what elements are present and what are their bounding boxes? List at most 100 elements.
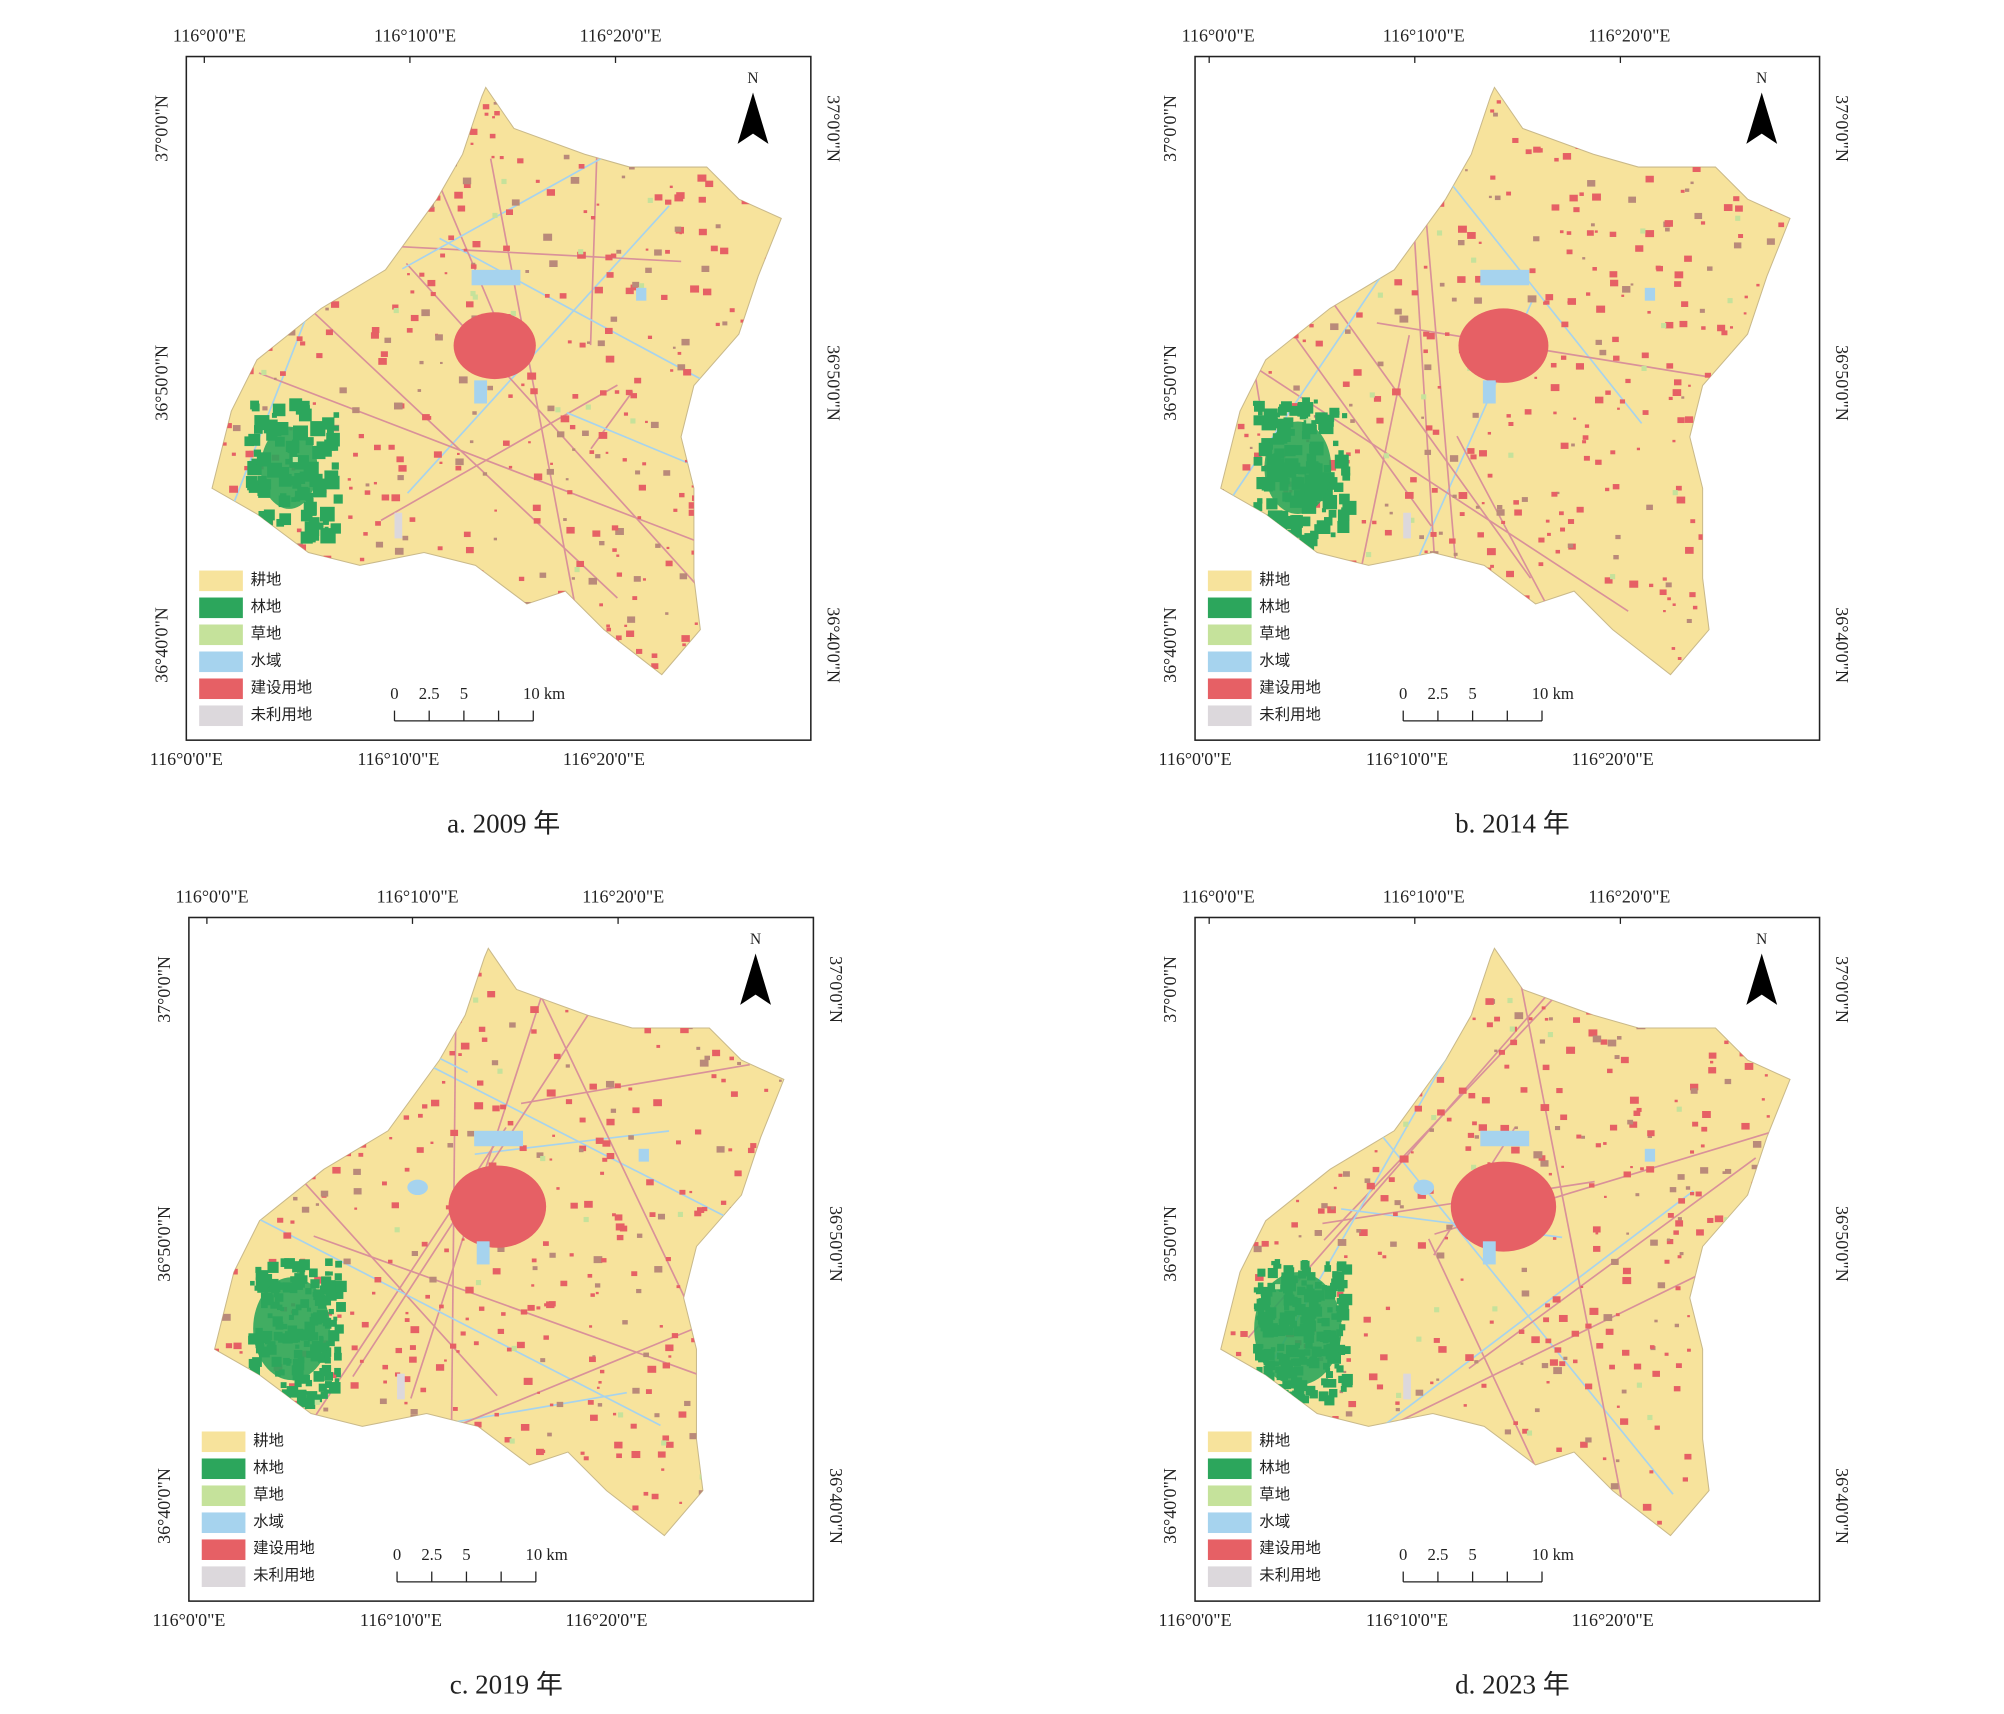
forest xyxy=(1313,399,1318,404)
region-farmland xyxy=(211,86,782,676)
legend-swatch xyxy=(1207,678,1252,700)
settlement xyxy=(1595,396,1604,404)
settlement xyxy=(715,224,721,229)
settlement xyxy=(384,337,392,343)
settlement xyxy=(605,254,613,261)
settlement xyxy=(587,1273,593,1278)
settlement xyxy=(631,1271,638,1277)
settlement xyxy=(610,316,618,322)
settlement xyxy=(298,544,307,551)
latitude-label-left: 37°0'0"N xyxy=(1160,956,1180,1023)
settlement xyxy=(330,301,340,308)
settlement xyxy=(465,301,474,308)
settlement xyxy=(1622,1267,1631,1275)
settlement xyxy=(1673,1230,1679,1235)
road xyxy=(405,262,727,618)
panel-caption: c. 2019 年 xyxy=(450,1669,563,1699)
settlement xyxy=(1525,149,1532,155)
settlement xyxy=(596,1386,600,1389)
settlement xyxy=(1622,1277,1632,1285)
settlement xyxy=(1675,1286,1681,1291)
settlement xyxy=(503,245,510,251)
settlement xyxy=(1389,511,1393,515)
settlement xyxy=(679,232,683,235)
settlement xyxy=(1616,1405,1620,1408)
settlement xyxy=(649,1212,656,1217)
forest xyxy=(324,1381,332,1389)
settlement xyxy=(482,472,488,476)
settlement xyxy=(1359,1229,1368,1237)
north-label: N xyxy=(750,931,761,948)
settlement xyxy=(1458,1087,1467,1094)
settlement xyxy=(1527,295,1537,303)
forest xyxy=(324,1297,330,1304)
settlement xyxy=(1708,1052,1717,1059)
settlement xyxy=(1388,1177,1395,1183)
scale-label: 5 xyxy=(1468,1545,1476,1564)
settlement xyxy=(638,484,646,491)
forest xyxy=(1309,1390,1318,1399)
settlement xyxy=(1296,1199,1300,1203)
forest xyxy=(1316,520,1331,534)
settlement xyxy=(662,1362,671,1369)
settlement xyxy=(1600,1039,1608,1045)
legend-swatch xyxy=(201,1566,246,1587)
settlement xyxy=(433,451,442,458)
settlement xyxy=(1621,1389,1627,1394)
settlement xyxy=(1467,448,1475,454)
settlement xyxy=(1546,1381,1550,1384)
settlement xyxy=(578,1148,584,1153)
settlement xyxy=(730,1091,738,1097)
scale-label: 2.5 xyxy=(421,1545,442,1564)
forest xyxy=(1333,482,1344,492)
settlement xyxy=(488,1162,497,1169)
settlement xyxy=(632,1505,639,1511)
settlement xyxy=(1533,146,1541,153)
settlement xyxy=(410,290,415,294)
settlement xyxy=(1625,378,1631,384)
settlement xyxy=(1249,446,1253,449)
settlement xyxy=(1556,1447,1562,1452)
latitude-label-right: 36°40'0"N xyxy=(1832,607,1852,683)
settlement xyxy=(689,1190,693,1194)
settlement xyxy=(1380,1354,1388,1361)
settlement xyxy=(1688,384,1691,387)
settlement xyxy=(1666,1238,1671,1242)
settlement xyxy=(1377,1251,1382,1255)
settlement xyxy=(1729,326,1734,329)
settlement xyxy=(644,1028,652,1034)
settlement xyxy=(1372,520,1377,525)
forest xyxy=(250,1280,255,1286)
forest xyxy=(257,1270,269,1281)
settlement xyxy=(1255,1274,1264,1281)
forest-core xyxy=(253,1277,331,1381)
settlement xyxy=(1733,196,1740,202)
settlement xyxy=(301,1206,310,1213)
settlement xyxy=(1494,1016,1501,1022)
settlement xyxy=(556,1187,560,1190)
forest xyxy=(1336,1261,1347,1271)
legend-label: 草地 xyxy=(251,624,282,642)
land-use xyxy=(214,948,784,1536)
settlement xyxy=(1544,300,1550,305)
settlement xyxy=(457,205,466,212)
settlement xyxy=(337,1314,342,1318)
settlement xyxy=(737,1061,742,1066)
north-label: N xyxy=(1756,931,1767,948)
settlement xyxy=(669,185,673,189)
settlement xyxy=(563,518,567,521)
settlement xyxy=(444,1248,449,1253)
settlement xyxy=(778,1079,782,1082)
settlement xyxy=(1380,1195,1389,1202)
settlement xyxy=(552,1134,556,1137)
settlement xyxy=(1590,223,1595,227)
legend-label: 草地 xyxy=(1259,624,1290,642)
forest xyxy=(1282,1380,1292,1390)
latitude-label-right: 36°50'0"N xyxy=(823,345,843,421)
settlement xyxy=(666,546,670,550)
settlement xyxy=(364,490,371,495)
grassland xyxy=(677,1211,683,1217)
settlement xyxy=(1541,1006,1546,1010)
settlement xyxy=(476,1080,484,1086)
settlement xyxy=(1478,241,1482,244)
